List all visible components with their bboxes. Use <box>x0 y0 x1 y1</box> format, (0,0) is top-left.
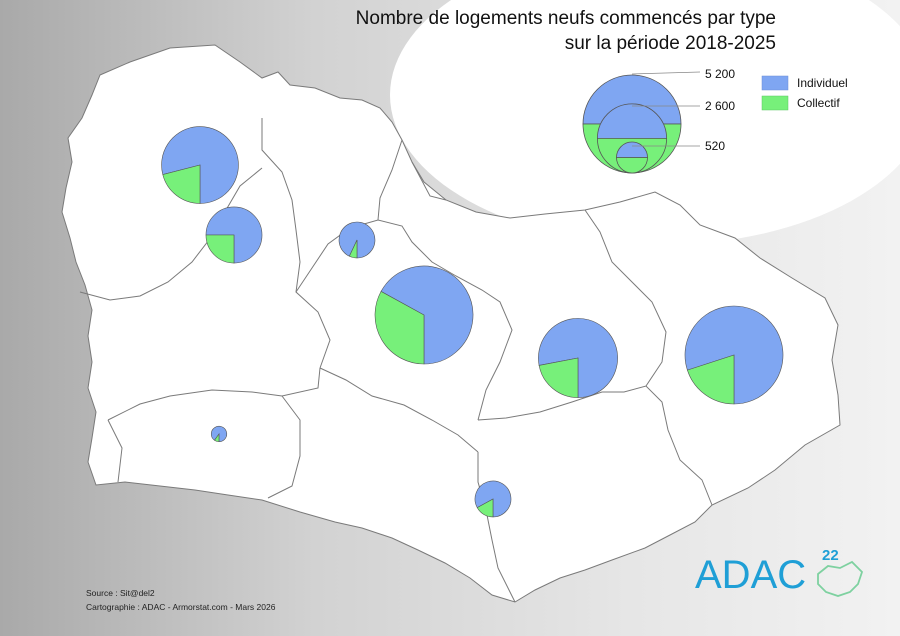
map-title-line2: sur la période 2018-2025 <box>565 33 776 54</box>
legend-swatch-collectif <box>761 95 789 111</box>
legend-circle-medium-individuel <box>596 103 668 139</box>
size-legend: 5 200 2 600 520 <box>582 67 735 174</box>
logo-number: 22 <box>822 547 839 564</box>
legend-leader-large <box>631 71 701 75</box>
cartographie-text: Cartographie : ADAC - Armorstat.com - Ma… <box>86 602 276 612</box>
legend-circle-large-individuel <box>582 74 682 125</box>
color-legend: Individuel Collectif <box>761 75 848 111</box>
pie-east-center <box>538 318 618 398</box>
pie-center <box>374 265 474 365</box>
commune-boundaries <box>79 118 713 603</box>
logo-department-shape-icon <box>817 560 864 597</box>
pie-west-collectif-slice <box>205 234 235 264</box>
pie-south-collectif-slice <box>476 498 494 518</box>
legend-value-large: 5 200 <box>705 67 735 81</box>
pie-center-individuel-slice <box>380 265 474 365</box>
logo-text: ADAC <box>695 553 806 597</box>
source-text: Source : Sit@del2 <box>86 588 155 598</box>
pie-center-collectif-slice <box>374 290 425 365</box>
legend-value-medium: 2 600 <box>705 99 735 113</box>
pie-north-center-collectif-slice <box>348 239 358 259</box>
legend-swatch-individuel <box>761 75 789 91</box>
legend-label-individuel: Individuel <box>797 76 848 90</box>
pie-north-center <box>338 221 376 259</box>
legend-value-small: 520 <box>705 139 725 153</box>
map-title-line1: Nombre de logements neufs commencés par … <box>356 8 776 29</box>
pie-northwest-individuel-slice <box>161 126 239 204</box>
adac-logo: ADAC 22 <box>695 547 864 597</box>
legend-label-collectif: Collectif <box>797 96 840 110</box>
pie-south <box>474 480 512 518</box>
pie-northwest-collectif-slice <box>162 164 201 204</box>
pie-west-individuel-slice <box>205 206 263 264</box>
pie-east-collectif-slice <box>687 354 735 405</box>
pie-west <box>205 206 263 264</box>
pie-east-center-collectif-slice <box>538 357 579 398</box>
pie-layer <box>161 126 784 518</box>
pie-southwest-collectif-slice <box>214 433 220 443</box>
legend-circle-small-collectif <box>616 157 648 174</box>
pie-east <box>684 305 784 405</box>
pie-southwest <box>210 426 228 443</box>
pie-southwest-individuel-slice <box>210 426 228 443</box>
pie-northwest <box>161 126 239 204</box>
